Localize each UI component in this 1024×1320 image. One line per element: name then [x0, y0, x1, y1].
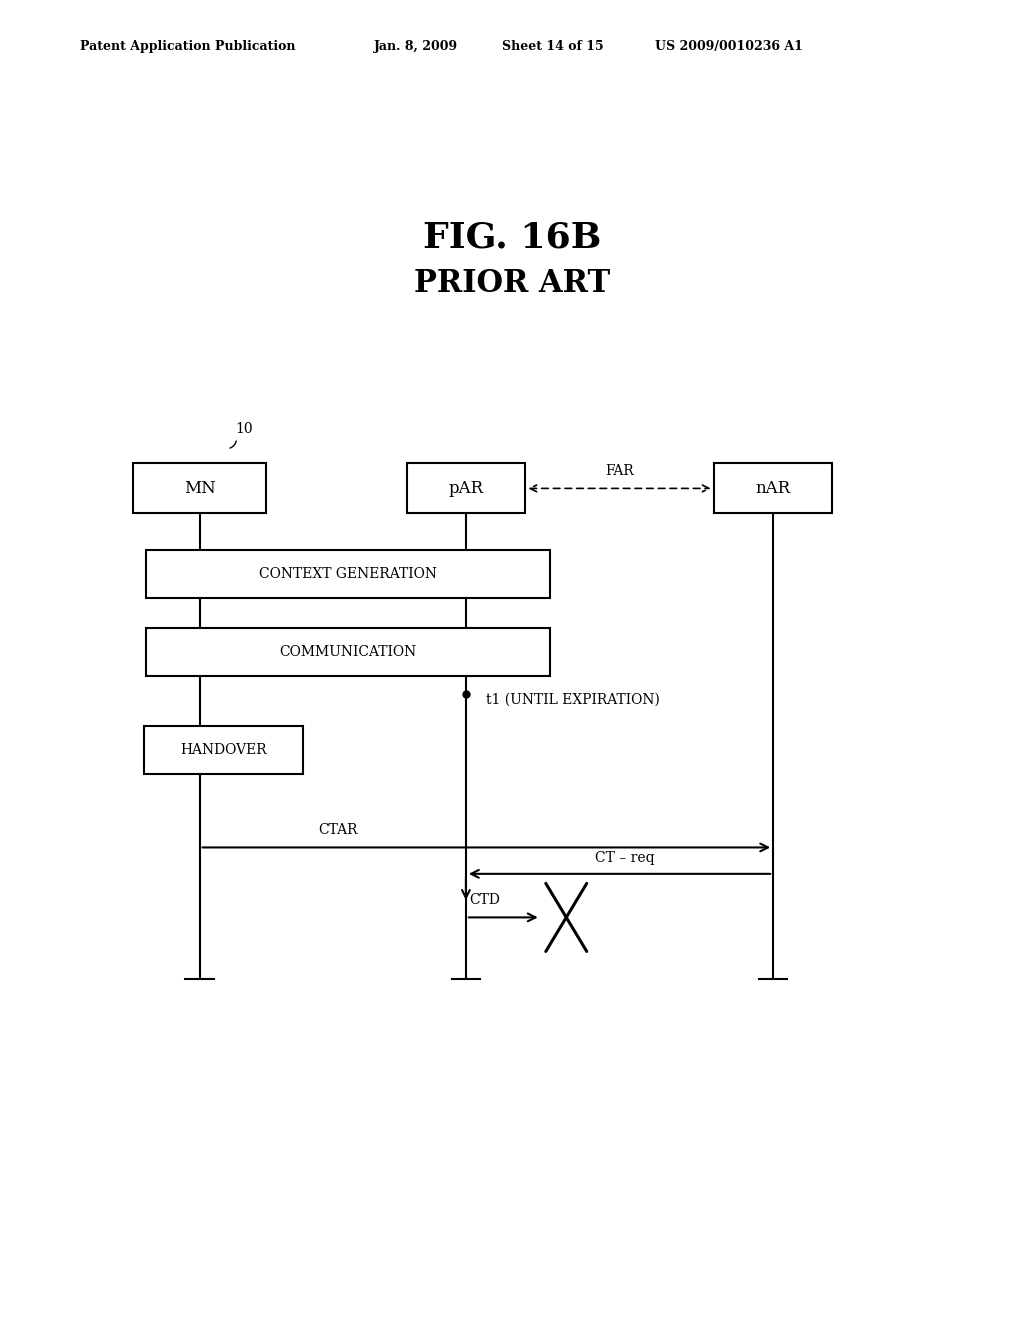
Bar	[143, 726, 303, 774]
Text: MN: MN	[183, 480, 216, 496]
Text: CT – req: CT – req	[595, 850, 654, 865]
Bar	[715, 463, 831, 513]
Text: nAR: nAR	[756, 480, 791, 496]
Text: FAR: FAR	[605, 463, 634, 478]
Bar	[146, 628, 551, 676]
Bar	[408, 463, 525, 513]
Text: FIG. 16B: FIG. 16B	[423, 220, 601, 255]
Text: Jan. 8, 2009: Jan. 8, 2009	[374, 40, 458, 53]
Text: Patent Application Publication: Patent Application Publication	[80, 40, 295, 53]
Text: US 2009/0010236 A1: US 2009/0010236 A1	[655, 40, 803, 53]
Bar	[146, 550, 551, 598]
Text: CTAR: CTAR	[318, 822, 357, 837]
Text: pAR: pAR	[449, 480, 483, 496]
Text: CTD: CTD	[469, 892, 500, 907]
Text: 10: 10	[234, 422, 253, 436]
Text: PRIOR ART: PRIOR ART	[414, 268, 610, 300]
Text: Sheet 14 of 15: Sheet 14 of 15	[502, 40, 603, 53]
Text: COMMUNICATION: COMMUNICATION	[280, 645, 417, 659]
Text: t1 (UNTIL EXPIRATION): t1 (UNTIL EXPIRATION)	[486, 693, 660, 706]
Bar	[133, 463, 266, 513]
Text: HANDOVER: HANDOVER	[180, 743, 266, 756]
Text: CONTEXT GENERATION: CONTEXT GENERATION	[259, 568, 437, 581]
